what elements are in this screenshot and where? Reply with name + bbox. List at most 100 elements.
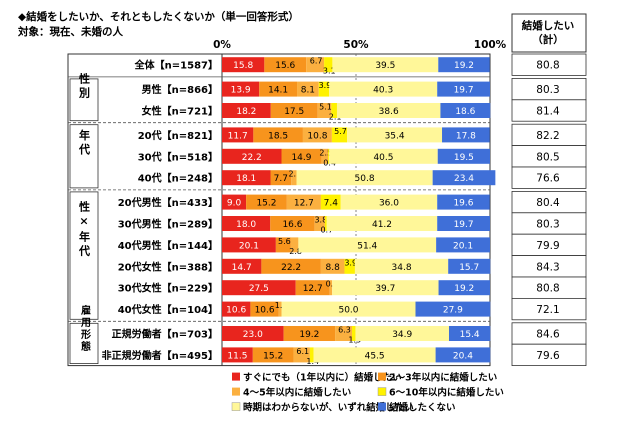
category-label: 全体【n=1587】 <box>134 59 218 72</box>
legend-label: 時期はわからないが、いずれ結婚したい <box>243 402 414 414</box>
data-label: 18.1 <box>236 174 256 184</box>
data-label: 13.9 <box>231 86 251 96</box>
bar-segment <box>298 237 437 253</box>
legend-swatch <box>378 372 386 381</box>
category-label: 非正規労働者【n=495】 <box>102 349 218 362</box>
data-label: 12.7 <box>294 199 314 209</box>
category-label: 40代男性【n=144】 <box>118 239 218 252</box>
data-label: 3.9 <box>344 258 357 267</box>
data-label: 40.3 <box>373 86 393 96</box>
category-label: 40代【n=248】 <box>138 172 218 185</box>
data-label: 27.5 <box>249 284 269 294</box>
legend-label: 結婚したくない <box>389 402 456 414</box>
bar-segment <box>222 148 282 164</box>
bar-segment <box>222 127 254 143</box>
data-label: 9.0 <box>227 199 242 209</box>
tick-label: 100% <box>474 39 507 51</box>
bar-segment <box>222 258 262 274</box>
data-label: 8.1 <box>301 86 315 96</box>
bar-segment <box>332 57 439 73</box>
bar-segment <box>222 347 253 363</box>
total-cell <box>511 343 587 367</box>
bar-segment <box>351 326 356 341</box>
group-label-box <box>69 124 99 189</box>
category-label: 20代女性【n=388】 <box>118 260 218 273</box>
data-label: 10.6 <box>226 306 246 316</box>
data-label: 19.2 <box>299 330 319 340</box>
bar-segment <box>290 237 299 253</box>
data-label: 15.2 <box>263 351 283 361</box>
data-label: 15.6 <box>275 61 295 71</box>
total-cell <box>511 166 587 189</box>
legend-label: 6～10年以内に結婚したい <box>389 387 504 399</box>
data-label: 41.2 <box>372 220 392 230</box>
bar-segment <box>329 81 438 97</box>
bar-segment <box>222 326 284 341</box>
data-label: 17.8 <box>456 131 476 141</box>
data-label: 8.8 <box>326 263 341 273</box>
bar-segment <box>306 57 325 73</box>
legend-label: 2～3年以内に結婚したい <box>389 372 497 384</box>
data-label: 51.4 <box>357 241 377 251</box>
data-label: 19.2 <box>454 61 474 71</box>
bar-segment <box>250 301 279 317</box>
data-label: 5.6 <box>278 237 291 246</box>
total-cell <box>511 53 587 76</box>
legend-swatch <box>377 387 387 396</box>
bar-segment <box>432 170 496 186</box>
group-label-box <box>69 191 99 320</box>
data-label: 19.6 <box>453 199 473 209</box>
data-label: 20.1 <box>239 241 259 251</box>
legend-swatch <box>232 387 240 396</box>
data-label: 1.4 <box>306 357 319 366</box>
bar-segment <box>344 258 355 274</box>
bar-segment <box>291 170 297 186</box>
bar-segment <box>261 258 321 274</box>
bar-segment <box>320 194 341 210</box>
data-label: 39.5 <box>375 61 395 71</box>
data-label: 17.5 <box>284 107 304 117</box>
group-label-box <box>69 322 99 364</box>
category-label: 20代男性【n=433】 <box>118 196 218 209</box>
total-value: 80.3 <box>536 219 559 231</box>
data-label: 40.5 <box>373 153 393 163</box>
bar-area: 15.8 15.6 6.73.1 39.5 19.2 13.9 14.1 8.1 3.9 40.3… <box>222 57 496 366</box>
total-value: 80.3 <box>536 84 559 96</box>
bar-segment <box>309 347 314 363</box>
data-label: 3.1 <box>323 67 336 76</box>
bar-segment <box>296 170 433 186</box>
bar-segment <box>437 81 490 97</box>
data-label: 12.7 <box>303 284 323 294</box>
bar-segment <box>313 347 436 363</box>
data-label: 39.7 <box>375 284 395 294</box>
data-label: 6.1 <box>296 347 309 356</box>
total-cell <box>511 99 587 122</box>
data-label: 27.9 <box>443 306 463 316</box>
bar-segment <box>286 194 321 210</box>
data-label: 14.9 <box>291 153 311 163</box>
data-label: 18.2 <box>236 107 256 117</box>
data-label: 7.4 <box>324 199 339 209</box>
data-label: 6.7 <box>310 57 323 66</box>
legend-label: 4～5年以内に結婚したい <box>243 387 351 399</box>
category-label: 30代男性【n=289】 <box>118 218 218 231</box>
bar-segment <box>222 194 247 210</box>
data-label: 19.7 <box>454 220 474 230</box>
data-label: 0.9 <box>326 280 339 289</box>
bar-segment <box>329 280 333 296</box>
bar-segment <box>222 81 260 97</box>
total-cell <box>511 297 587 321</box>
data-label: 1.3 <box>348 336 361 345</box>
bar-segment <box>331 103 337 118</box>
tick-label: 0% <box>213 39 231 51</box>
data-label: 5.7 <box>334 127 347 136</box>
bar-segment <box>314 216 325 231</box>
total-value: 84.6 <box>536 329 560 341</box>
bar-segment <box>293 347 310 363</box>
data-label: 38.6 <box>379 107 399 117</box>
bar-segment <box>437 148 490 164</box>
data-label: 15.7 <box>459 263 479 273</box>
data-label: 11.7 <box>228 131 248 141</box>
bar-segment <box>283 326 336 341</box>
